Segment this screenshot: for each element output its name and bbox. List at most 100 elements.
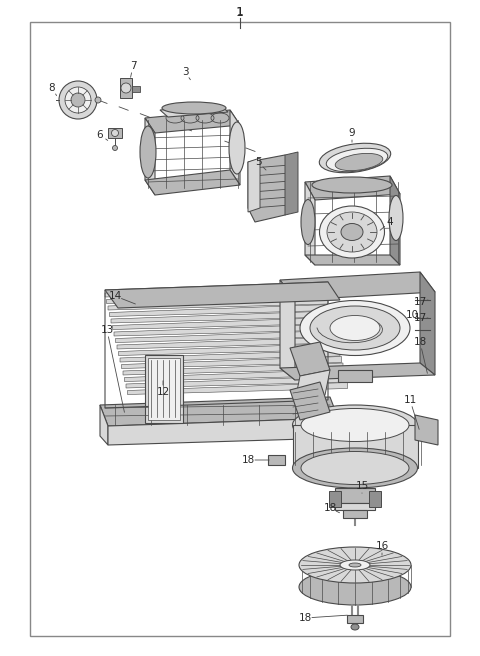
Text: 16: 16	[375, 541, 389, 551]
Polygon shape	[132, 86, 140, 92]
Ellipse shape	[319, 143, 391, 173]
Ellipse shape	[335, 154, 383, 171]
Polygon shape	[111, 311, 331, 323]
Bar	[148, 358, 180, 420]
Text: 5: 5	[255, 157, 261, 167]
Text: 14: 14	[108, 291, 121, 301]
Polygon shape	[114, 324, 334, 336]
Polygon shape	[120, 78, 132, 98]
Text: 18: 18	[241, 455, 254, 465]
Ellipse shape	[310, 306, 400, 350]
Text: 3: 3	[182, 67, 188, 77]
Text: 7: 7	[130, 61, 136, 71]
Polygon shape	[290, 342, 330, 376]
Polygon shape	[128, 382, 348, 394]
Ellipse shape	[140, 126, 156, 178]
Polygon shape	[105, 282, 340, 308]
Polygon shape	[415, 415, 438, 445]
Text: 17: 17	[413, 313, 427, 323]
Polygon shape	[124, 369, 345, 382]
Ellipse shape	[229, 122, 245, 174]
Ellipse shape	[112, 146, 118, 150]
Ellipse shape	[299, 569, 411, 605]
Text: 18: 18	[413, 337, 427, 347]
Ellipse shape	[330, 316, 380, 340]
Ellipse shape	[59, 81, 97, 119]
Text: 4: 4	[387, 217, 393, 227]
Polygon shape	[108, 298, 328, 310]
Text: 1: 1	[236, 5, 244, 18]
Polygon shape	[105, 285, 325, 297]
Polygon shape	[305, 255, 400, 265]
Polygon shape	[420, 272, 435, 375]
Polygon shape	[295, 370, 330, 401]
Polygon shape	[121, 356, 341, 369]
Polygon shape	[117, 337, 337, 349]
Polygon shape	[248, 158, 260, 212]
Ellipse shape	[301, 199, 315, 245]
Polygon shape	[100, 405, 108, 445]
Polygon shape	[293, 425, 418, 468]
Text: 13: 13	[100, 325, 114, 335]
Polygon shape	[108, 128, 122, 138]
Polygon shape	[230, 110, 240, 185]
Polygon shape	[145, 110, 240, 133]
Bar	[145, 355, 183, 423]
Ellipse shape	[349, 563, 361, 567]
Polygon shape	[280, 280, 295, 380]
Ellipse shape	[327, 212, 377, 252]
Polygon shape	[116, 331, 336, 342]
Polygon shape	[280, 363, 435, 380]
Text: 17: 17	[413, 297, 427, 307]
Polygon shape	[107, 291, 326, 304]
Text: 1: 1	[237, 7, 243, 17]
Polygon shape	[160, 105, 228, 117]
Ellipse shape	[300, 300, 410, 356]
Ellipse shape	[95, 97, 101, 103]
Ellipse shape	[65, 87, 91, 113]
Ellipse shape	[111, 129, 119, 136]
Ellipse shape	[292, 405, 418, 445]
Text: 18: 18	[324, 503, 336, 513]
Ellipse shape	[389, 195, 403, 241]
Polygon shape	[280, 272, 435, 300]
Ellipse shape	[301, 409, 409, 441]
Polygon shape	[145, 118, 155, 195]
Ellipse shape	[292, 448, 418, 488]
Ellipse shape	[71, 93, 85, 107]
Ellipse shape	[121, 83, 131, 93]
Polygon shape	[119, 344, 338, 356]
Ellipse shape	[340, 560, 370, 570]
Polygon shape	[338, 370, 372, 382]
Text: 11: 11	[403, 395, 417, 405]
Polygon shape	[390, 176, 400, 265]
Polygon shape	[145, 170, 240, 195]
Ellipse shape	[162, 102, 226, 114]
Ellipse shape	[341, 224, 363, 241]
Polygon shape	[109, 304, 329, 316]
Polygon shape	[100, 397, 338, 426]
Polygon shape	[248, 155, 295, 222]
Text: 18: 18	[299, 613, 312, 623]
Polygon shape	[108, 418, 338, 445]
Polygon shape	[329, 491, 341, 507]
Polygon shape	[112, 318, 333, 329]
Bar	[30, 22, 450, 636]
Ellipse shape	[320, 206, 384, 258]
Polygon shape	[126, 376, 346, 388]
Polygon shape	[290, 382, 330, 420]
Polygon shape	[335, 488, 375, 503]
Polygon shape	[268, 455, 285, 465]
Ellipse shape	[299, 547, 411, 583]
Ellipse shape	[351, 624, 359, 630]
Ellipse shape	[301, 451, 409, 485]
Polygon shape	[343, 510, 367, 518]
Text: 10: 10	[406, 310, 419, 320]
Ellipse shape	[312, 177, 392, 193]
Polygon shape	[369, 491, 381, 507]
Text: 15: 15	[355, 481, 369, 491]
Polygon shape	[305, 182, 315, 265]
Polygon shape	[285, 152, 298, 215]
Polygon shape	[305, 176, 400, 200]
Polygon shape	[347, 615, 363, 623]
